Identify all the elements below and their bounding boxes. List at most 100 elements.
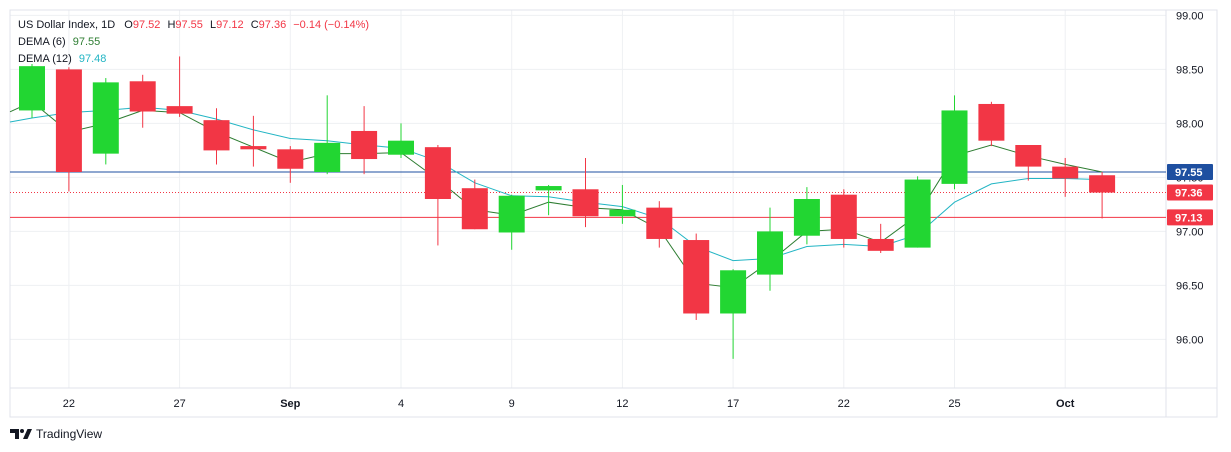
candle-body	[1089, 175, 1116, 193]
price-tick-label: 96.50	[1176, 280, 1204, 292]
ohlc-high: H97.55	[167, 19, 203, 31]
candle	[609, 184, 636, 224]
candle	[1015, 145, 1042, 181]
time-tick-label: 17	[727, 398, 739, 410]
price-badge	[1167, 164, 1213, 180]
candle-body	[351, 130, 378, 160]
ohlc-open: O97.52	[124, 19, 161, 31]
candle-body	[240, 146, 267, 150]
time-tick-label: 27	[173, 398, 185, 410]
candle-body	[498, 195, 525, 233]
candle	[19, 64, 45, 118]
ohlc-close: C97.36	[250, 19, 287, 31]
candle-body	[978, 103, 1005, 141]
candle-body	[609, 209, 636, 217]
candle-body	[461, 188, 488, 230]
candle	[867, 223, 894, 253]
candle-body	[203, 120, 230, 151]
price-change: −0.14 (−0.14%)	[293, 19, 370, 31]
candle	[92, 78, 119, 165]
candle-body	[92, 82, 119, 154]
candle-body	[830, 194, 857, 239]
candle-body	[55, 69, 82, 172]
candle	[203, 108, 230, 165]
candle	[424, 145, 451, 246]
dema6-label: DEMA (6)	[18, 36, 66, 48]
candles	[19, 56, 1116, 359]
candle-body	[867, 238, 894, 251]
candle-body	[646, 207, 673, 239]
candle	[277, 146, 304, 183]
candle	[461, 179, 488, 230]
candle	[55, 67, 82, 192]
legend-main-row: US Dollar Index, 1D O97.52 H97.55 L97.12…	[18, 17, 369, 34]
tradingview-logo-icon	[10, 429, 32, 439]
candle-body	[1052, 166, 1079, 179]
ohlc-low: L97.12	[209, 19, 244, 31]
candle	[793, 187, 820, 245]
candle-body	[793, 199, 820, 236]
candle	[757, 207, 783, 291]
candle-body	[388, 140, 414, 155]
price-tick-label: 96.00	[1176, 334, 1204, 346]
candle-body	[424, 147, 451, 199]
time-tick-label: Oct	[1056, 398, 1075, 410]
price-badges: 97.55 97.36 97.13	[1167, 164, 1213, 226]
plot-frame	[9, 9, 1218, 418]
candle	[720, 269, 747, 359]
symbol-title[interactable]: US Dollar Index, 1D	[18, 19, 116, 31]
price-badge-label: 97.13	[1175, 212, 1203, 224]
candle	[351, 106, 378, 175]
candle-body	[683, 240, 710, 314]
candle-body	[1015, 145, 1042, 167]
candle	[830, 189, 857, 248]
time-tick-label: 22	[838, 398, 850, 410]
candle-body	[720, 270, 747, 314]
time-tick-label: 12	[616, 398, 628, 410]
price-badge-label: 97.36	[1175, 188, 1203, 200]
candle	[535, 184, 562, 216]
candle	[240, 115, 267, 167]
candle-body	[535, 186, 562, 191]
dema-lines	[9, 101, 1103, 289]
price-badge	[1167, 184, 1213, 201]
candle	[388, 123, 414, 158]
legend-dema12-row[interactable]: DEMA (12) 97.48	[18, 51, 369, 68]
candle-body	[314, 142, 341, 172]
time-tick-label: 4	[398, 398, 404, 410]
candle	[683, 233, 710, 320]
dema12-label: DEMA (12)	[18, 53, 72, 65]
time-tick-label: 9	[509, 398, 515, 410]
candle	[1089, 172, 1116, 219]
time-tick-label: 22	[63, 398, 75, 410]
price-tick-label: 99.00	[1176, 10, 1204, 22]
price-tick-label: 98.00	[1176, 118, 1204, 130]
tradingview-brand[interactable]: TradingView	[10, 427, 102, 441]
time-tick-label: Sep	[280, 398, 300, 410]
time-tick-label: 25	[948, 398, 960, 410]
candle-body	[129, 81, 156, 112]
price-badge	[1167, 209, 1213, 226]
candle-body	[19, 66, 45, 111]
candle	[978, 101, 1005, 147]
price-tick-label: 98.50	[1176, 64, 1204, 76]
dema6-value: 97.55	[72, 36, 101, 48]
candle-body	[941, 110, 968, 184]
candle	[904, 176, 931, 248]
brand-name: TradingView	[36, 427, 103, 441]
dema12-line-lead	[9, 117, 33, 123]
price-tick-label: 97.00	[1176, 226, 1204, 238]
dema12-value: 97.48	[78, 53, 107, 65]
candle	[572, 157, 599, 228]
legend-dema6-row[interactable]: DEMA (6) 97.55	[18, 34, 369, 51]
chart-legend: US Dollar Index, 1D O97.52 H97.55 L97.12…	[18, 17, 369, 68]
candle-body	[904, 179, 931, 248]
candle	[646, 201, 673, 248]
candle	[941, 95, 968, 190]
candle-body	[572, 189, 599, 217]
candle	[166, 56, 193, 117]
time-axis[interactable]: 22 27 Sep 4 9 12 17 22 25 Oct	[63, 398, 1075, 410]
candle	[1052, 157, 1079, 197]
candle	[129, 74, 156, 128]
